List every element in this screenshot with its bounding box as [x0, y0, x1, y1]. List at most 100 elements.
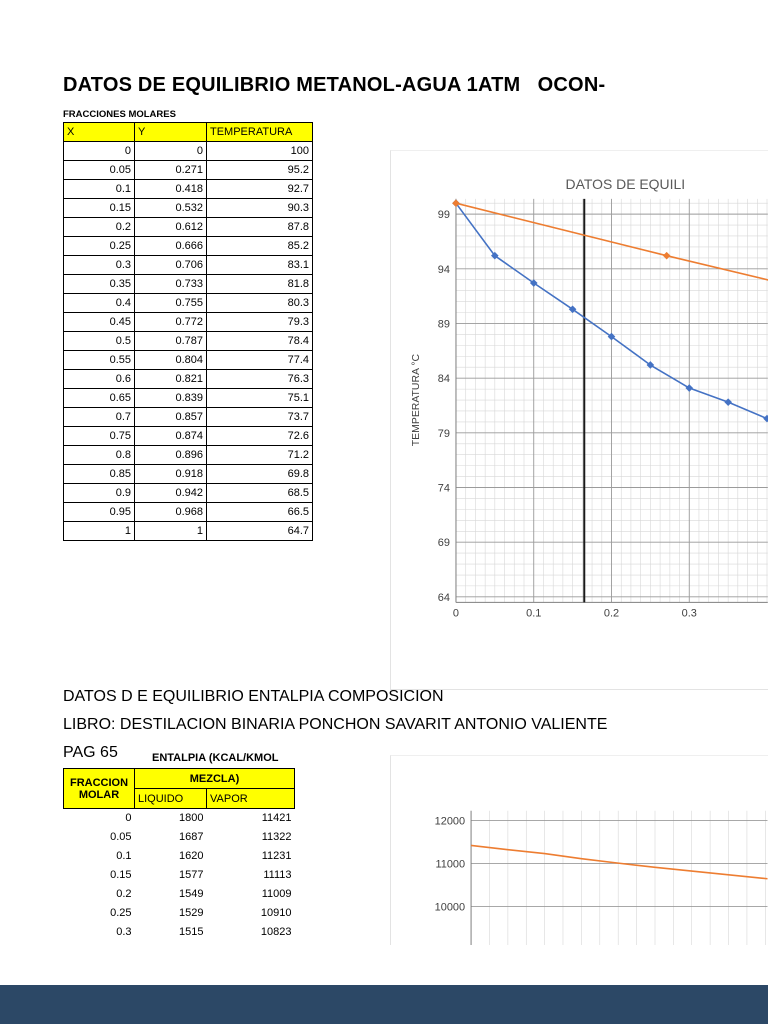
equilibrium-table: X Y TEMPERATURA 0 0 100 0.05 0.271 95.2 0.1 0.4… [63, 122, 313, 541]
table-row: 0.15 1577 11113 [64, 866, 295, 885]
table-cell: 11421 [261, 811, 292, 824]
table-cell: 0.75 [63, 426, 135, 446]
table-cell: 11009 [261, 887, 292, 900]
y-tick-label: 74 [438, 482, 450, 494]
x-tick-label: 0 [453, 607, 459, 619]
table-cell: 0.787 [134, 331, 207, 351]
col-header-x: X [63, 122, 135, 142]
table-cell: 0 [63, 141, 135, 161]
table-cell: 0.1 [63, 179, 135, 199]
table-cell: 100 [206, 141, 313, 161]
series-marker [685, 384, 694, 392]
table-cell: 0.2 [63, 217, 135, 237]
table-cell: 1 [134, 521, 207, 541]
table-cell: 0.5 [63, 331, 135, 351]
table-cell: 0.55 [63, 350, 135, 370]
table-row: 0.3 1515 10823 [64, 923, 295, 942]
col-header-y: Y [134, 122, 207, 142]
table-cell: 0.3 [116, 925, 132, 938]
table-cell: 76.3 [206, 369, 313, 389]
table-cell: 0.1 [116, 849, 132, 862]
table-cell: 0.95 [63, 502, 135, 522]
y-tick-label: 84 [438, 373, 450, 385]
table-cell: 87.8 [206, 217, 313, 237]
table-row: 0.85 0.918 69.8 [63, 464, 313, 484]
table-cell: 71.2 [206, 445, 313, 465]
table-row: 0.05 1687 11322 [64, 828, 295, 847]
table-cell: 0.418 [134, 179, 207, 199]
y-tick-label: 10000 [435, 901, 465, 913]
table-cell: 0.896 [134, 445, 207, 465]
table-cell: 0.733 [134, 274, 207, 294]
table-row: 0.6 0.821 76.3 [63, 369, 313, 389]
table-cell: 0.3 [63, 255, 135, 275]
table-cell: 0 [125, 811, 132, 824]
table-row: 0 0 100 [63, 141, 313, 161]
table-row: 0.95 0.968 66.5 [63, 502, 313, 522]
x-tick-label: 0.3 [682, 607, 697, 619]
table-cell: 0.271 [134, 160, 207, 180]
table-cell: 1577 [179, 868, 204, 881]
table-row: 0.5 0.787 78.4 [63, 331, 313, 351]
table-row: 1 1 64.7 [63, 521, 313, 541]
table-cell: 10910 [260, 906, 292, 919]
table-row: 0.4 0.755 80.3 [63, 293, 313, 313]
series-marker [724, 398, 732, 406]
table-row: 0.3 0.706 83.1 [63, 255, 313, 275]
y-tick-label: 89 [438, 318, 450, 330]
table-header-row: FRACCION MOLAR MEZCLA) [63, 768, 295, 809]
table-cell: 0.821 [134, 369, 207, 389]
table-cell: 80.3 [206, 293, 313, 313]
table-row: 0.8 0.896 71.2 [63, 445, 313, 465]
table-cell: 0.874 [134, 426, 207, 446]
y-tick-label: 79 [438, 428, 450, 440]
table-row: 0.2 0.612 87.8 [63, 217, 313, 237]
viewer-footer-bar [0, 985, 768, 1024]
table-cell: 10823 [260, 925, 292, 938]
table-cell: 64.7 [206, 521, 313, 541]
table-cell: 90.3 [206, 198, 313, 218]
table-row: 0.2 1549 11009 [64, 885, 295, 904]
table-cell: 0.6 [63, 369, 135, 389]
y-axis-title: TEMPERATURA °C [411, 353, 422, 446]
table-cell: 11113 [263, 868, 292, 881]
table-cell: 0.05 [110, 830, 132, 843]
col-header-liquido: LIQUIDO [134, 788, 207, 809]
table-row: 0.45 0.772 79.3 [63, 312, 313, 332]
table-row: 0 1800 11421 [64, 809, 295, 828]
table-cell: 66.5 [206, 502, 313, 522]
table-row: 0.65 0.839 75.1 [63, 388, 313, 408]
table-cell: 1549 [179, 887, 204, 900]
col-header-mezcla: MEZCLA) [134, 768, 295, 789]
enthalpy-chart: 10000 11000 12000 [390, 755, 768, 945]
section-title-entalpia: DATOS D E EQUILIBRIO ENTALPIA COMPOSICIO… [63, 688, 444, 705]
fracciones-molares-label: FRACCIONES MOLARES [63, 109, 176, 120]
table-cell: 1800 [179, 811, 204, 824]
table-cell: 78.4 [206, 331, 313, 351]
table-row: 0.35 0.733 81.8 [63, 274, 313, 294]
table-cell: 0.7 [63, 407, 135, 427]
table-cell: 0.755 [134, 293, 207, 313]
table-cell: 69.8 [206, 464, 313, 484]
series-line [470, 844, 768, 880]
table-row: 0.25 1529 10910 [64, 904, 295, 923]
y-tick-label: 64 [438, 592, 450, 604]
x-tick-label: 0.2 [604, 607, 619, 619]
table-cell: 0.772 [134, 312, 207, 332]
enthalpy-table: FRACCION MOLAR MEZCLA) LIQUIDO VAPOR 0 18… [63, 768, 295, 942]
table-row: 0.15 0.532 90.3 [63, 198, 313, 218]
table-cell: 0.532 [134, 198, 207, 218]
table-cell: 0.942 [134, 483, 207, 503]
table-cell: 0.839 [134, 388, 207, 408]
table-cell: 0.918 [134, 464, 207, 484]
table-cell: 73.7 [206, 407, 313, 427]
table-cell: 1 [63, 521, 135, 541]
table-cell: 0.968 [134, 502, 207, 522]
table-cell: 0.65 [63, 388, 135, 408]
table-row: 0.25 0.666 85.2 [63, 236, 313, 256]
table-cell: 68.5 [206, 483, 313, 503]
table-row: 0.9 0.942 68.5 [63, 483, 313, 503]
section-pag-line: PAG 65 [63, 744, 118, 761]
table-cell: 0.857 [134, 407, 207, 427]
